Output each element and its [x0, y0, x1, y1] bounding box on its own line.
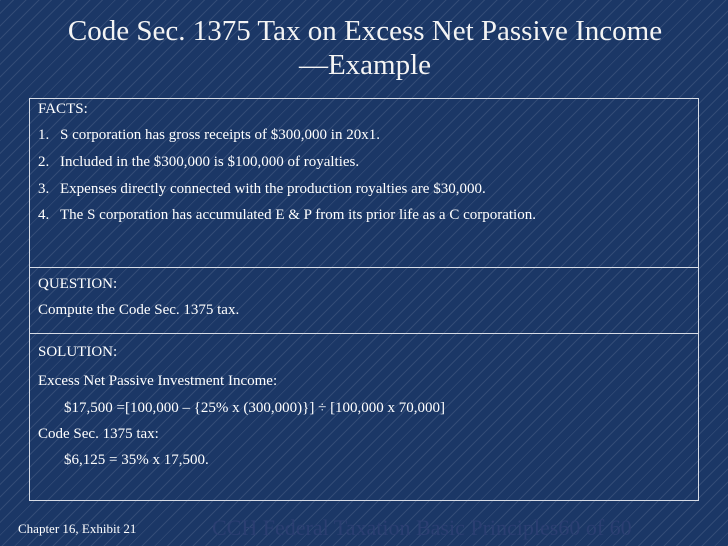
- solution-line: $17,500 =[100,000 – {25% x (300,000)}] ÷…: [64, 400, 446, 416]
- facts-section: FACTS: 1. S corporation has gross receipt…: [30, 99, 698, 268]
- facts-item: 1. S corporation has gross receipts of $3…: [38, 127, 380, 144]
- facts-item-number: 1.: [38, 127, 50, 143]
- facts-item-text: Expenses directly connected with the pro…: [60, 181, 486, 197]
- content-box: FACTS: 1. S corporation has gross receipt…: [29, 98, 699, 501]
- facts-heading: FACTS:: [38, 101, 88, 117]
- facts-item-number: 4.: [38, 207, 50, 223]
- question-text: Compute the Code Sec. 1375 tax.: [38, 302, 240, 318]
- slide-title: Code Sec. 1375 Tax on Excess Net Passive…: [20, 14, 710, 82]
- slide-title-line2: —Example: [298, 49, 432, 81]
- footer-course-label: CCH Federal Taxation Basic Principles60 …: [212, 515, 632, 540]
- solution-heading: SOLUTION:: [38, 344, 118, 360]
- solution-section: SOLUTION: Excess Net Passive Investment …: [30, 334, 698, 500]
- facts-item-text: The S corporation has accumulated E & P …: [60, 207, 536, 223]
- question-section: QUESTION: Compute the Code Sec. 1375 tax…: [30, 268, 698, 334]
- facts-item-number: 2.: [38, 154, 50, 170]
- facts-item-text: Included in the $300,000 is $100,000 of …: [60, 154, 360, 170]
- facts-item-text: S corporation has gross receipts of $300…: [60, 127, 380, 143]
- question-heading: QUESTION:: [38, 276, 118, 292]
- footer-chapter-label: Chapter 16, Exhibit 21: [18, 521, 137, 536]
- solution-line: Excess Net Passive Investment Income:: [38, 373, 278, 389]
- slide-title-line1: Code Sec. 1375 Tax on Excess Net Passive…: [67, 15, 663, 47]
- facts-item: 4. The S corporation has accumulated E & …: [38, 207, 536, 224]
- facts-item: 2. Included in the $300,000 is $100,000 o…: [38, 154, 359, 171]
- solution-line: $6,125 = 35% x 17,500.: [64, 452, 209, 468]
- facts-item-number: 3.: [38, 181, 50, 197]
- facts-item: 3. Expenses directly connected with the p…: [38, 181, 486, 198]
- solution-line: Code Sec. 1375 tax:: [38, 426, 159, 442]
